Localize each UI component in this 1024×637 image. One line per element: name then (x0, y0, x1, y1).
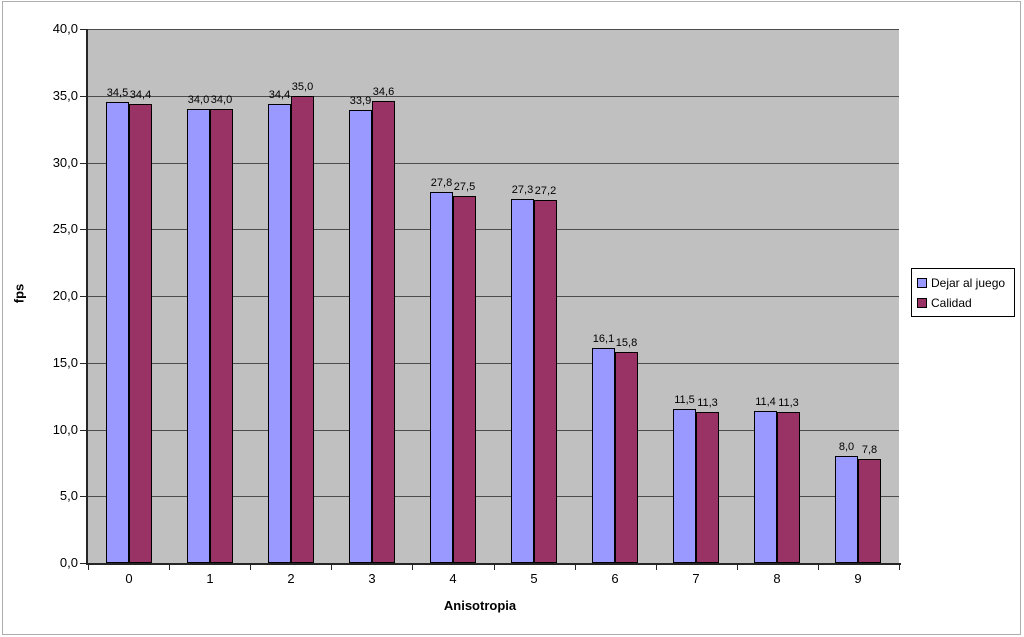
x-axis-line (86, 563, 901, 565)
bar-value-label: 34,6 (372, 86, 395, 98)
x-tick-label: 5 (530, 571, 538, 586)
x-tick-label: 9 (854, 571, 862, 586)
x-tick (818, 565, 819, 570)
bar-value-label: 11,3 (697, 397, 718, 409)
y-tick-label: 15,0 (52, 355, 78, 370)
bar-value-label: 15,8 (615, 337, 638, 349)
y-tick-label: 30,0 (52, 155, 78, 170)
bar-value-label: 11,4 (755, 396, 776, 408)
x-tick-label: 3 (368, 571, 376, 586)
gridline (88, 229, 899, 230)
bar-value-label: 8,0 (838, 441, 855, 453)
x-tick-label: 2 (287, 571, 295, 586)
x-tick-label: 4 (449, 571, 457, 586)
gridline (88, 363, 899, 364)
x-tick (494, 565, 495, 570)
bar-value-label: 34,0 (210, 94, 233, 106)
bar-dejar-al-juego-cat-0 (106, 102, 129, 563)
legend-label: Dejar al juego (931, 276, 1006, 290)
y-tick-label: 25,0 (52, 221, 78, 236)
bar-calidad-cat-9 (858, 459, 881, 563)
x-tick-label: 0 (125, 571, 133, 586)
bar-value-label: 34,4 (129, 89, 152, 101)
legend-label: Calidad (931, 296, 972, 310)
bar-calidad-cat-5 (534, 200, 557, 563)
gridline (88, 430, 899, 431)
x-tick-label: 6 (611, 571, 619, 586)
y-tick-label: 35,0 (52, 88, 78, 103)
x-tick (250, 565, 251, 570)
bar-calidad-cat-6 (615, 352, 638, 563)
y-tick (80, 496, 88, 497)
bar-dejar-al-juego-cat-5 (511, 199, 534, 563)
gridline (88, 163, 899, 164)
bar-value-label: 7,8 (861, 444, 878, 456)
x-tick (737, 565, 738, 570)
bar-dejar-al-juego-cat-9 (835, 456, 858, 563)
bar-dejar-al-juego-cat-2 (268, 104, 291, 563)
bar-dejar-al-juego-cat-6 (592, 348, 615, 563)
bar-calidad-cat-7 (696, 412, 719, 563)
bar-calidad-cat-8 (777, 412, 800, 563)
x-tick-label: 8 (773, 571, 781, 586)
x-axis-title: Anisotropia (443, 598, 517, 613)
bar-value-label: 16,1 (592, 333, 615, 345)
legend-swatch (917, 298, 927, 308)
y-tick-label: 20,0 (52, 288, 78, 303)
legend-item-dejar-al-juego: Dejar al juego (917, 273, 1012, 293)
bar-dejar-al-juego-cat-4 (430, 192, 453, 563)
bar-value-label: 34,4 (268, 89, 291, 101)
bar-dejar-al-juego-cat-8 (754, 411, 777, 563)
y-tick (80, 563, 88, 564)
y-axis-line (86, 29, 88, 565)
bar-value-label: 34,0 (187, 94, 210, 106)
bar-value-label: 27,5 (453, 181, 476, 193)
legend: Dejar al juego Calidad (911, 268, 1015, 317)
bar-value-label: 11,3 (778, 397, 799, 409)
bar-calidad-cat-3 (372, 101, 395, 563)
y-tick (80, 163, 88, 164)
bar-value-label: 27,8 (430, 177, 453, 189)
x-tick (899, 565, 900, 570)
bar-value-label: 27,3 (511, 184, 534, 196)
y-tick-label: 5,0 (59, 488, 78, 503)
bar-dejar-al-juego-cat-1 (187, 109, 210, 563)
gridline (88, 496, 899, 497)
x-tick (169, 565, 170, 570)
bar-value-label: 35,0 (291, 81, 314, 93)
bar-value-label: 27,2 (534, 185, 557, 197)
x-tick (331, 565, 332, 570)
gridline (88, 96, 899, 97)
y-tick (80, 229, 88, 230)
bar-value-label: 11,5 (674, 394, 695, 406)
bar-dejar-al-juego-cat-7 (673, 409, 696, 563)
x-tick (575, 565, 576, 570)
y-tick (80, 430, 88, 431)
bar-calidad-cat-0 (129, 104, 152, 563)
bar-value-label: 33,9 (349, 95, 372, 107)
x-tick-label: 7 (692, 571, 700, 586)
legend-item-calidad: Calidad (917, 293, 1012, 313)
x-tick (656, 565, 657, 570)
y-tick-label: 0,0 (59, 555, 78, 570)
y-tick-label: 40,0 (52, 21, 78, 36)
legend-swatch (917, 278, 927, 288)
bar-calidad-cat-2 (291, 96, 314, 563)
y-tick (80, 29, 88, 30)
bar-value-label: 34,5 (106, 87, 129, 99)
x-tick (88, 565, 89, 570)
bar-calidad-cat-1 (210, 109, 233, 563)
y-tick-label: 10,0 (52, 422, 78, 437)
gridline (88, 296, 899, 297)
y-tick (80, 363, 88, 364)
y-tick (80, 296, 88, 297)
x-tick (412, 565, 413, 570)
y-tick (80, 96, 88, 97)
x-tick-label: 1 (206, 571, 214, 586)
bar-calidad-cat-4 (453, 196, 476, 563)
y-axis-title: fps (11, 283, 27, 304)
bar-dejar-al-juego-cat-3 (349, 110, 372, 563)
gridline (88, 29, 899, 30)
